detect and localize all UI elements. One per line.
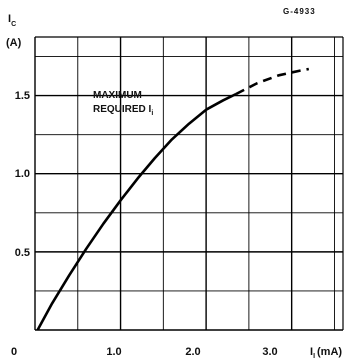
x-tick-1-0: 1.0 xyxy=(106,346,121,358)
y-tick-0-5: 0.5 xyxy=(15,247,30,259)
annotation-line-2: REQUIRED Ii xyxy=(93,104,153,117)
figure-id: G-4933 xyxy=(283,7,316,16)
y-tick-1-5: 1.5 xyxy=(15,90,30,102)
series-line-dashed xyxy=(235,67,310,96)
x-tick-3-0: 3.0 xyxy=(262,346,277,358)
y-axis-label: IC xyxy=(8,13,16,28)
y-axis-unit: (A) xyxy=(6,37,22,49)
annotation-line-1: MAXIMUM xyxy=(93,90,142,101)
x-tick-2-0: 2.0 xyxy=(185,346,200,358)
y-tick-1-0: 1.0 xyxy=(15,168,30,180)
series-line-solid xyxy=(36,92,237,331)
x-tick-0: 0 xyxy=(11,346,17,358)
x-axis-label: II (mA) xyxy=(310,346,342,360)
grid xyxy=(34,36,344,331)
curves xyxy=(36,67,310,331)
